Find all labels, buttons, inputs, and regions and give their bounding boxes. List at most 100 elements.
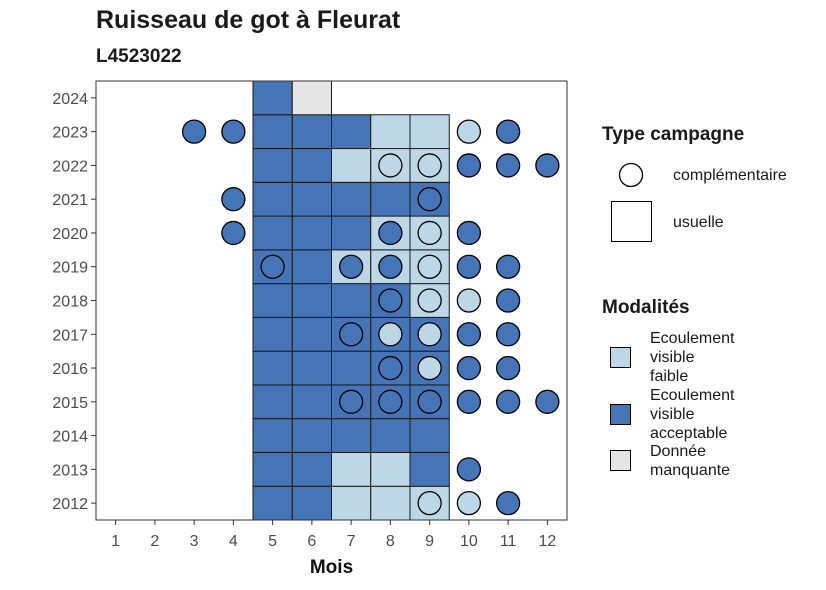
tile-2015-5	[252, 384, 293, 420]
point-2017-11	[495, 322, 521, 347]
legend-label-manquante: Donnée manquante	[650, 443, 731, 479]
y-tick-label-2014: 2014	[52, 429, 88, 446]
point-2018-11	[495, 288, 521, 313]
legend-square-key	[611, 201, 652, 242]
x-tick-label-6: 6	[307, 533, 316, 550]
tile-2012-8	[370, 485, 411, 521]
x-tick-label-5: 5	[268, 533, 277, 550]
point-2022-11	[495, 153, 521, 178]
point-2012-10	[456, 490, 482, 516]
tile-2013-7	[331, 451, 372, 487]
legend-label-acceptable: Ecoulement visible acceptable	[650, 387, 735, 442]
point-2021-4	[221, 187, 246, 212]
point-2019-9	[417, 254, 442, 279]
legend-type-complementaire: complémentaire	[673, 167, 787, 184]
point-2023-4	[221, 119, 246, 144]
tile-2016-7	[331, 350, 372, 386]
tile-2023-5	[252, 114, 293, 150]
x-tick-label-3: 3	[190, 533, 199, 550]
y-tick-label-2024: 2024	[52, 91, 88, 108]
tile-2018-6	[291, 283, 332, 318]
point-2013-10	[456, 457, 482, 482]
tile-2021-5	[252, 181, 293, 217]
tile-2018-5	[252, 283, 293, 318]
tile-2012-5	[252, 485, 293, 521]
tile-2013-8	[370, 451, 411, 487]
tile-2022-5	[252, 148, 293, 183]
tile-2013-9	[409, 451, 450, 487]
tile-2017-5	[252, 316, 293, 352]
x-tick-label-9: 9	[425, 533, 434, 550]
y-tick-label-2022: 2022	[52, 158, 88, 175]
point-2020-9	[417, 220, 442, 246]
tile-2018-7	[331, 283, 372, 318]
tile-2024-6	[291, 80, 332, 116]
point-2012-9	[417, 490, 442, 516]
tile-2014-9	[409, 418, 450, 453]
point-2019-7	[338, 254, 364, 279]
tile-2020-5	[252, 215, 293, 251]
tile-2013-5	[252, 451, 293, 487]
chart-subtitle: L4523022	[96, 46, 182, 67]
tile-2023-9	[409, 114, 450, 150]
x-tick-label-7: 7	[347, 533, 356, 550]
point-2019-10	[456, 254, 482, 279]
x-tick-label-11: 11	[500, 533, 517, 550]
point-2018-9	[417, 288, 442, 313]
tile-2020-7	[331, 215, 372, 251]
legend-circle-key	[618, 162, 644, 188]
legend-key-manquante	[610, 450, 631, 471]
y-tick-label-2020: 2020	[52, 226, 88, 243]
point-2023-10	[456, 119, 482, 144]
legend-type-usuelle: usuelle	[673, 214, 724, 231]
x-tick-label-8: 8	[386, 533, 395, 550]
y-tick-label-2015: 2015	[52, 395, 88, 412]
tile-2023-8	[370, 114, 411, 150]
chart-title: Ruisseau de got à Fleurat	[96, 6, 401, 34]
tile-2015-6	[291, 384, 332, 420]
point-2012-11	[495, 490, 521, 516]
point-2016-11	[495, 355, 521, 381]
tile-2014-8	[370, 418, 411, 453]
point-2022-8	[378, 153, 403, 178]
tile-2020-6	[291, 215, 332, 251]
y-tick-label-2012: 2012	[52, 496, 88, 513]
tile-2022-6	[291, 148, 332, 183]
tile-2021-8	[370, 181, 411, 217]
point-2018-10	[456, 288, 482, 313]
x-tick-label-4: 4	[229, 533, 238, 550]
tile-2012-6	[291, 485, 332, 521]
point-2017-8	[378, 322, 403, 347]
point-2017-10	[456, 322, 482, 347]
tile-2023-6	[291, 114, 332, 150]
tile-2014-6	[291, 418, 332, 453]
point-2015-12	[535, 389, 560, 414]
point-2021-9	[417, 187, 442, 212]
legend-type-title: Type campagne	[602, 124, 745, 145]
point-2023-3	[181, 119, 207, 144]
tile-2016-6	[291, 350, 332, 386]
x-axis-title: Mois	[310, 557, 353, 578]
point-2015-10	[456, 389, 482, 414]
point-2020-4	[221, 220, 246, 246]
legend-label-faible: Ecoulement visible faible	[650, 330, 735, 385]
x-tick-label-10: 10	[460, 533, 478, 550]
point-2020-8	[378, 220, 403, 246]
point-2022-10	[456, 153, 482, 178]
point-2016-8	[378, 355, 403, 381]
tile-2012-7	[331, 485, 372, 521]
tile-2016-5	[252, 350, 293, 386]
y-tick-label-2021: 2021	[52, 192, 88, 209]
point-2022-9	[417, 153, 442, 178]
tile-2023-7	[331, 114, 372, 150]
x-tick-label-12: 12	[538, 533, 556, 550]
tile-2021-6	[291, 181, 332, 217]
point-2019-11	[495, 254, 521, 279]
point-2015-7	[338, 389, 364, 414]
tile-2021-7	[331, 181, 372, 217]
y-tick-label-2016: 2016	[52, 361, 88, 378]
tile-2019-6	[291, 249, 332, 285]
legend-modalites-title: Modalités	[602, 297, 690, 318]
legend-key-acceptable	[610, 404, 631, 425]
